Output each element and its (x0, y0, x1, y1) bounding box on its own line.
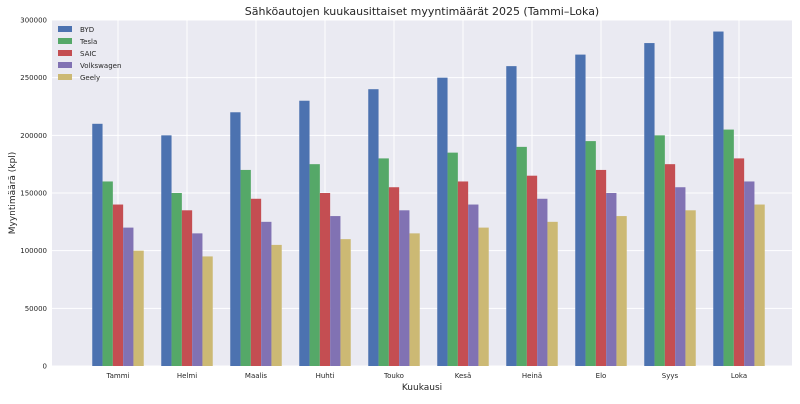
y-tick-label: 300000 (20, 17, 47, 25)
bar-geely[interactable] (754, 204, 765, 366)
legend-swatch-byd (58, 26, 72, 32)
x-tick-label: Helmi (177, 372, 197, 380)
legend-swatch-geely (58, 74, 72, 80)
bar-volkswagen[interactable] (675, 187, 686, 366)
bar-geely[interactable] (685, 210, 696, 366)
bar-saic[interactable] (664, 164, 676, 366)
bar-tesla[interactable] (102, 181, 113, 366)
chart-title: Sähköautojen kuukausittaiset myyntimäärä… (245, 5, 599, 18)
series-byd-bars (92, 31, 724, 367)
legend-swatch-saic (58, 50, 72, 56)
bar-volkswagen[interactable] (606, 193, 617, 366)
bar-byd[interactable] (713, 31, 724, 367)
y-tick-label: 250000 (20, 74, 47, 82)
bar-tesla[interactable] (516, 146, 527, 366)
bar-byd[interactable] (230, 112, 241, 367)
bar-saic[interactable] (526, 175, 538, 366)
bar-geely[interactable] (133, 250, 144, 366)
legend-label-byd: BYD (80, 26, 94, 34)
tick-labels: 0 50000 100000 150000 200000 250000 300000 Tamm… (20, 17, 747, 381)
bar-geely[interactable] (616, 216, 627, 366)
series-geely-bars (133, 204, 765, 366)
bar-tesla[interactable] (723, 129, 734, 366)
bar-byd[interactable] (368, 89, 379, 366)
bar-saic[interactable] (319, 193, 331, 366)
bar-geely[interactable] (340, 239, 351, 366)
y-tick-label: 50000 (25, 305, 47, 313)
bar-saic[interactable] (457, 181, 469, 366)
bar-tesla[interactable] (585, 141, 596, 366)
bar-byd[interactable] (644, 43, 655, 367)
legend: BYD Tesla SAIC Volkswagen Geely (58, 26, 121, 82)
x-tick-label: Syys (662, 372, 679, 380)
series-volkswagen-bars (123, 181, 755, 366)
bar-saic[interactable] (388, 187, 400, 366)
bar-byd[interactable] (299, 100, 310, 366)
bar-saic[interactable] (595, 169, 607, 366)
bar-geely[interactable] (547, 221, 558, 366)
bar-volkswagen[interactable] (261, 221, 272, 366)
x-axis-label: Kuukausi (402, 383, 442, 393)
legend-label-volkswagen: Volkswagen (80, 62, 121, 70)
bar-saic[interactable] (112, 204, 124, 366)
y-tick-label: 200000 (20, 132, 47, 140)
bar-tesla[interactable] (447, 152, 458, 366)
bar-tesla[interactable] (378, 158, 389, 366)
bar-volkswagen[interactable] (468, 204, 479, 366)
bar-byd[interactable] (161, 135, 172, 366)
bar-tesla[interactable] (171, 193, 182, 366)
x-tick-label: Huhti (316, 372, 335, 380)
bar-geely[interactable] (409, 233, 420, 366)
y-tick-label: 150000 (20, 190, 47, 198)
x-tick-label: Kesä (455, 372, 472, 380)
bar-volkswagen[interactable] (537, 198, 548, 366)
bar-volkswagen[interactable] (399, 210, 410, 366)
x-tick-label: Touko (383, 372, 404, 380)
x-tick-label: Heinä (522, 372, 542, 380)
series-saic-bars (112, 158, 745, 366)
bar-tesla[interactable] (240, 169, 251, 366)
bar-geely[interactable] (271, 244, 282, 366)
legend-label-geely: Geely (80, 74, 100, 82)
bar-byd[interactable] (506, 66, 517, 366)
bar-volkswagen[interactable] (744, 181, 755, 366)
bar-tesla[interactable] (309, 164, 320, 366)
bar-saic[interactable] (250, 198, 262, 366)
bar-saic[interactable] (181, 210, 193, 366)
legend-label-tesla: Tesla (79, 38, 97, 46)
legend-swatch-volkswagen (58, 62, 72, 68)
series-tesla-bars (102, 129, 734, 366)
legend-swatch-tesla (58, 38, 72, 44)
legend-label-saic: SAIC (80, 50, 96, 58)
bar-geely[interactable] (478, 227, 489, 366)
bar-byd[interactable] (92, 123, 103, 366)
y-axis-label: Myyntimäärä (kpl) (8, 152, 18, 234)
x-tick-label: Elo (596, 372, 607, 380)
bar-volkswagen[interactable] (123, 227, 134, 366)
bar-volkswagen[interactable] (192, 233, 203, 366)
bar-tesla[interactable] (654, 135, 665, 366)
x-tick-label: Maalis (245, 372, 268, 380)
bar-geely[interactable] (202, 256, 213, 366)
y-tick-label: 0 (43, 363, 47, 371)
bar-saic[interactable] (733, 158, 745, 366)
bar-volkswagen[interactable] (330, 216, 341, 366)
bars (92, 31, 765, 367)
y-tick-label: 100000 (20, 247, 47, 255)
x-tick-label: Tammi (106, 372, 130, 380)
bar-byd[interactable] (575, 54, 586, 366)
x-tick-label: Loka (731, 372, 747, 380)
bar-byd[interactable] (437, 77, 448, 367)
